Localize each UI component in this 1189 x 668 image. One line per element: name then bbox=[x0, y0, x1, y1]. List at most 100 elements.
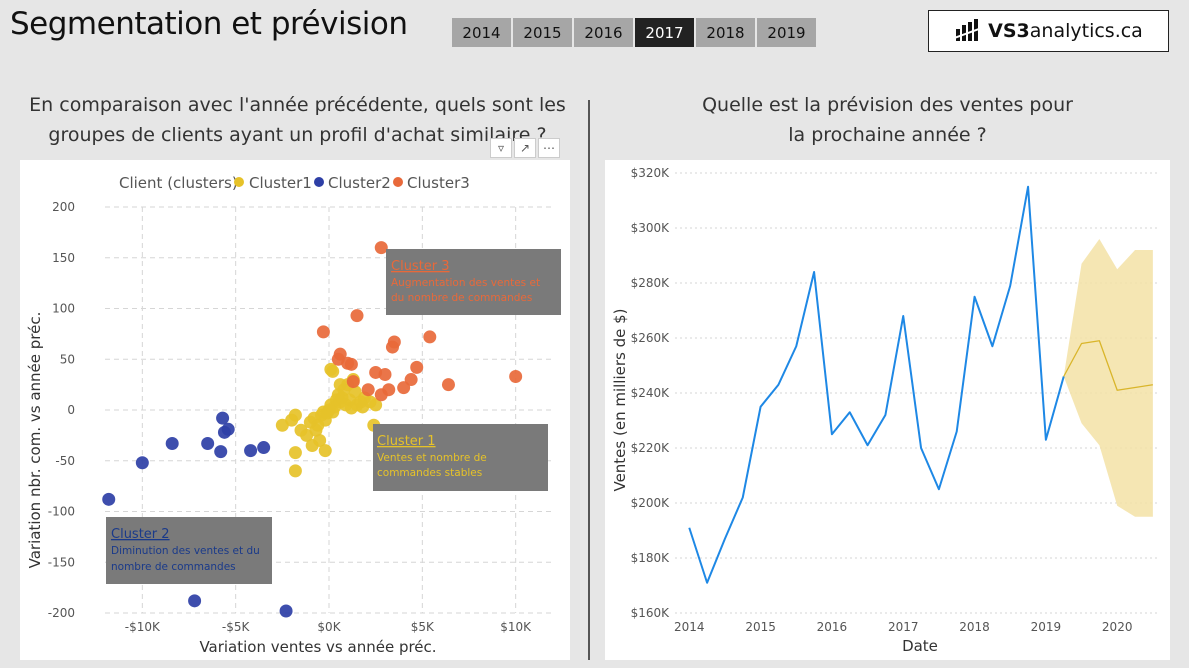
scatter-point-cluster3[interactable] bbox=[509, 370, 523, 384]
scatter-point-cluster1[interactable] bbox=[318, 444, 332, 458]
scatter-y-axis-title: Variation nbr. com. vs année préc. bbox=[26, 312, 44, 569]
scatter-point-cluster1[interactable] bbox=[288, 408, 302, 422]
annotation-cluster1: Cluster 1 Ventes et nombre de commandes … bbox=[373, 424, 548, 491]
line-x-tick: 2014 bbox=[674, 620, 705, 634]
annotation-cluster2-line2: nombre de commandes bbox=[111, 561, 236, 573]
annotation-cluster3-line1: Augmentation des ventes et bbox=[391, 277, 540, 289]
cluster-scatter-chart[interactable]: 200 150 100 50 0 -50 -100 -150 -200 -$10K -$5K $0K $… bbox=[20, 160, 570, 660]
annotation-cluster1-line1: Ventes et nombre de bbox=[377, 452, 487, 464]
scatter-y-tick: 50 bbox=[60, 352, 75, 366]
brand-logo[interactable]: VS3analytics.ca bbox=[928, 10, 1169, 52]
sales-forecast-chart[interactable]: $160K $180K $200K $220K $240K $260K $280K $300K… bbox=[605, 160, 1170, 660]
year-tab-2019[interactable]: 2019 bbox=[757, 18, 816, 47]
scatter-point-cluster2[interactable] bbox=[216, 411, 230, 425]
line-x-tick: 2017 bbox=[888, 620, 919, 634]
page-title: Segmentation et prévision bbox=[10, 6, 408, 42]
scatter-point-cluster2[interactable] bbox=[279, 604, 293, 618]
year-tab-2015[interactable]: 2015 bbox=[513, 18, 572, 47]
logo-text: VS3analytics.ca bbox=[988, 20, 1143, 42]
line-x-axis-title: Date bbox=[902, 637, 938, 655]
scatter-point-cluster1[interactable] bbox=[348, 385, 362, 399]
scatter-point-cluster3[interactable] bbox=[346, 375, 360, 389]
line-y-tick: $320K bbox=[631, 166, 671, 180]
scatter-point-cluster3[interactable] bbox=[385, 340, 399, 354]
legend-title: Client (clusters) bbox=[119, 174, 238, 192]
scatter-point-cluster2[interactable] bbox=[201, 436, 215, 450]
scatter-y-tick: 0 bbox=[67, 403, 75, 417]
legend-cluster2-marker bbox=[314, 177, 324, 187]
annotation-cluster2: Cluster 2 Diminution des ventes et du no… bbox=[106, 517, 272, 584]
forecast-confidence-band bbox=[1063, 239, 1153, 517]
annotation-cluster3: Cluster 3 Augmentation des ventes et du … bbox=[386, 249, 561, 315]
scatter-point-cluster3[interactable] bbox=[378, 367, 392, 381]
annotation-cluster3-title: Cluster 3 bbox=[391, 259, 450, 274]
forecast-line[interactable] bbox=[1063, 340, 1153, 391]
scatter-point-cluster1[interactable] bbox=[288, 464, 302, 478]
scatter-point-cluster1[interactable] bbox=[333, 378, 347, 392]
annotation-cluster1-box bbox=[373, 424, 548, 491]
filter-icon[interactable]: ▿ bbox=[490, 138, 512, 158]
visual-toolbar: ▿ ↗ ⋯ bbox=[490, 138, 560, 158]
line-x-tick: 2015 bbox=[745, 620, 776, 634]
scatter-point-cluster3[interactable] bbox=[374, 388, 388, 402]
scatter-x-tick: -$5K bbox=[222, 620, 251, 634]
annotation-cluster1-title: Cluster 1 bbox=[377, 434, 436, 449]
scatter-y-tick: -150 bbox=[48, 555, 75, 569]
scatter-y-tick: -100 bbox=[48, 505, 75, 519]
scatter-point-cluster2[interactable] bbox=[244, 444, 258, 458]
line-y-tick: $260K bbox=[631, 331, 671, 345]
line-y-tick: $220K bbox=[631, 441, 671, 455]
scatter-point-cluster3[interactable] bbox=[441, 378, 455, 392]
scatter-y-tick: 150 bbox=[52, 251, 75, 265]
scatter-point-cluster3[interactable] bbox=[423, 330, 437, 344]
scatter-point-cluster1[interactable] bbox=[326, 364, 340, 378]
scatter-point-cluster1[interactable] bbox=[369, 398, 383, 412]
logo-icon bbox=[954, 19, 982, 41]
scatter-point-cluster1[interactable] bbox=[288, 446, 302, 460]
legend-cluster1-marker bbox=[234, 177, 244, 187]
scatter-x-axis-title: Variation ventes vs année préc. bbox=[199, 638, 436, 656]
scatter-point-cluster3[interactable] bbox=[350, 309, 364, 323]
legend-cluster1-label[interactable]: Cluster1 bbox=[249, 174, 312, 192]
scatter-y-tick: -50 bbox=[55, 454, 75, 468]
year-tab-2018[interactable]: 2018 bbox=[696, 18, 755, 47]
scatter-point-cluster1[interactable] bbox=[356, 400, 370, 414]
legend-cluster2-label[interactable]: Cluster2 bbox=[328, 174, 391, 192]
scatter-x-tick: $10K bbox=[500, 620, 532, 634]
left-question: En comparaison avec l'année précédente, … bbox=[29, 94, 566, 146]
scatter-point-cluster2[interactable] bbox=[165, 436, 179, 450]
scatter-point-cluster2[interactable] bbox=[257, 441, 271, 455]
scatter-x-tick: $0K bbox=[317, 620, 341, 634]
line-x-tick: 2020 bbox=[1102, 620, 1133, 634]
scatter-point-cluster3[interactable] bbox=[361, 383, 375, 397]
year-tab-2017[interactable]: 2017 bbox=[635, 18, 694, 47]
scatter-point-cluster3[interactable] bbox=[344, 357, 358, 371]
line-y-axis-title: Ventes (en milliers de $) bbox=[611, 308, 629, 491]
scatter-point-cluster3[interactable] bbox=[397, 381, 411, 395]
more-options-icon[interactable]: ⋯ bbox=[538, 138, 560, 158]
scatter-point-cluster2[interactable] bbox=[221, 422, 235, 436]
scatter-point-cluster2[interactable] bbox=[188, 594, 202, 608]
scatter-point-cluster3[interactable] bbox=[374, 241, 388, 255]
scatter-point-cluster2[interactable] bbox=[214, 445, 228, 459]
scatter-point-cluster1[interactable] bbox=[313, 433, 327, 447]
scatter-point-cluster3[interactable] bbox=[410, 360, 424, 374]
annotation-cluster2-line1: Diminution des ventes et du bbox=[111, 545, 260, 557]
scatter-point-cluster2[interactable] bbox=[102, 492, 116, 506]
scatter-point-cluster1[interactable] bbox=[309, 423, 323, 437]
scatter-point-cluster2[interactable] bbox=[135, 456, 149, 470]
line-y-tick: $160K bbox=[631, 606, 671, 620]
year-tab-2014[interactable]: 2014 bbox=[452, 18, 511, 47]
scatter-point-cluster3[interactable] bbox=[316, 325, 330, 339]
legend-cluster3-label[interactable]: Cluster3 bbox=[407, 174, 470, 192]
focus-mode-icon[interactable]: ↗ bbox=[514, 138, 536, 158]
line-y-tick: $300K bbox=[631, 221, 671, 235]
line-x-tick: 2018 bbox=[959, 620, 990, 634]
scatter-x-tick: $5K bbox=[411, 620, 435, 634]
line-y-tick: $280K bbox=[631, 276, 671, 290]
annotation-cluster1-line2: commandes stables bbox=[377, 467, 482, 479]
year-tab-2016[interactable]: 2016 bbox=[574, 18, 633, 47]
line-y-tick: $180K bbox=[631, 551, 671, 565]
sales-line[interactable] bbox=[688, 185, 1065, 584]
annotation-cluster2-box bbox=[106, 517, 272, 584]
